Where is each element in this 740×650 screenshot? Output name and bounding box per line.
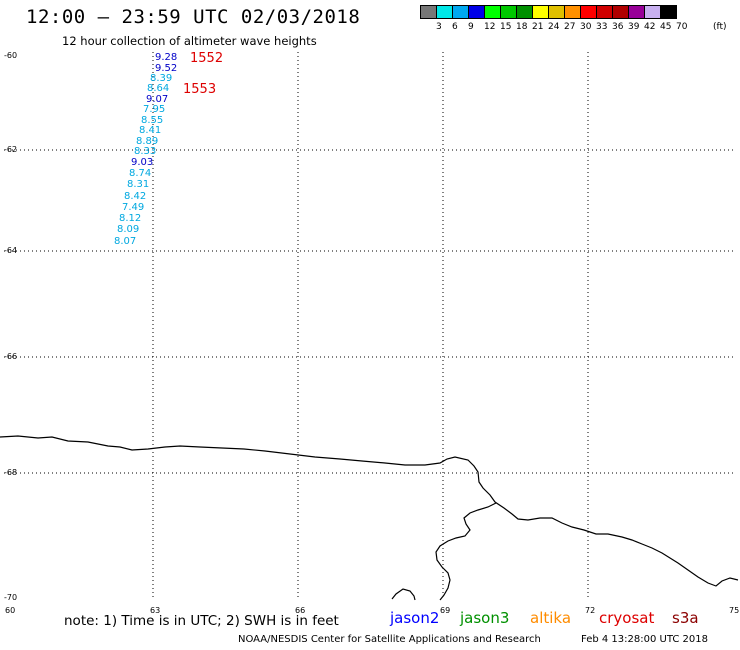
longitude-label: 66 — [295, 606, 305, 615]
colorbar-label: 42 — [644, 22, 656, 32]
satellite-legend-jason3: jason3 — [460, 609, 510, 627]
map-subtitle: 12 hour collection of altimeter wave hei… — [62, 34, 317, 48]
latitude-labels: -60 -62 -64 -66 -68 -70 — [4, 51, 17, 602]
wave-height-label: 9.28 — [155, 52, 177, 63]
colorbar-label: 33 — [596, 22, 608, 32]
units-note: note: 1) Time is in UTC; 2) SWH is in fe… — [64, 613, 339, 629]
wave-height-label: 8.39 — [150, 73, 172, 84]
map-title: 12:00 – 23:59 UTC 02/03/2018 — [26, 6, 361, 28]
lat-lon-grid — [4, 52, 736, 598]
wave-height-label: 9.07 — [146, 94, 168, 105]
lower-coastline — [391, 588, 416, 601]
wave-height-label: 8.89 — [136, 136, 158, 147]
colorbar-label: 70 — [676, 22, 688, 32]
satellite-legend-cryosat: cryosat — [599, 609, 655, 627]
colorbar-label: 39 — [628, 22, 640, 32]
wave-height-label: 8.64 — [147, 83, 169, 94]
time-label: 1553 — [183, 82, 216, 97]
satellite-legend-jason2: jason2 — [390, 609, 440, 627]
colorbar-label: 36 — [612, 22, 624, 32]
generated-timestamp: Feb 4 13:28:00 UTC 2018 — [581, 634, 708, 645]
wave-height-label: 8.31 — [127, 179, 149, 190]
wave-height-colorbar — [420, 5, 677, 19]
wave-height-label: 8.12 — [119, 213, 141, 224]
colorbar-label: 30 — [580, 22, 592, 32]
wave-height-track: 9.289.528.398.649.077.958.558.418.898.33… — [114, 52, 177, 247]
latitude-label: -60 — [4, 51, 17, 60]
colorbar-label: 18 — [516, 22, 528, 32]
colorbar-label: 21 — [532, 22, 544, 32]
colorbar-label: 6 — [452, 22, 458, 32]
colorbar-label: 3 — [436, 22, 442, 32]
wave-height-label: 8.33 — [134, 146, 156, 157]
latitude-label: -64 — [4, 246, 17, 255]
colorbar-label: 24 — [548, 22, 560, 32]
colorbar-label: 9 — [468, 22, 474, 32]
satellite-legend-altika: altika — [530, 609, 572, 627]
longitude-label: 72 — [585, 606, 595, 615]
satellite-legend-s3a: s3a — [672, 609, 699, 627]
wave-height-label: 7.95 — [143, 104, 165, 115]
longitude-labels: 60 63 66 69 72 75 — [5, 606, 739, 615]
latitude-label: -66 — [4, 352, 17, 361]
latitude-label: -62 — [4, 145, 17, 154]
longitude-label: 69 — [440, 606, 450, 615]
antarctic-coastline — [0, 435, 739, 587]
wave-height-label: 8.42 — [124, 191, 146, 202]
colorbar-swatch — [660, 5, 677, 19]
wave-height-label: 8.55 — [141, 115, 163, 126]
colorbar-label: 15 — [500, 22, 512, 32]
colorbar-label: 45 — [660, 22, 672, 32]
latitude-label: -68 — [4, 468, 17, 477]
wave-height-label: 9.52 — [155, 63, 177, 74]
time-label: 1552 — [190, 51, 223, 66]
time-labels: 1552 1553 — [183, 51, 223, 97]
wave-height-label: 8.09 — [117, 224, 139, 235]
inlet-coastline — [435, 502, 497, 601]
latitude-label: -70 — [4, 593, 17, 602]
wave-height-label: 8.41 — [139, 125, 161, 136]
longitude-label: 63 — [150, 606, 160, 615]
colorbar-label: 27 — [564, 22, 576, 32]
colorbar-label: (ft) — [713, 22, 727, 32]
wave-height-label: 8.07 — [114, 236, 136, 247]
longitude-label: 60 — [5, 606, 15, 615]
wave-height-label: 9.03 — [131, 157, 153, 168]
longitude-label: 75 — [729, 606, 739, 615]
colorbar-label: 12 — [484, 22, 496, 32]
wave-height-label: 7.49 — [122, 202, 144, 213]
wave-height-label: 8.74 — [129, 168, 151, 179]
credit-line: NOAA/NESDIS Center for Satellite Applica… — [238, 634, 541, 645]
